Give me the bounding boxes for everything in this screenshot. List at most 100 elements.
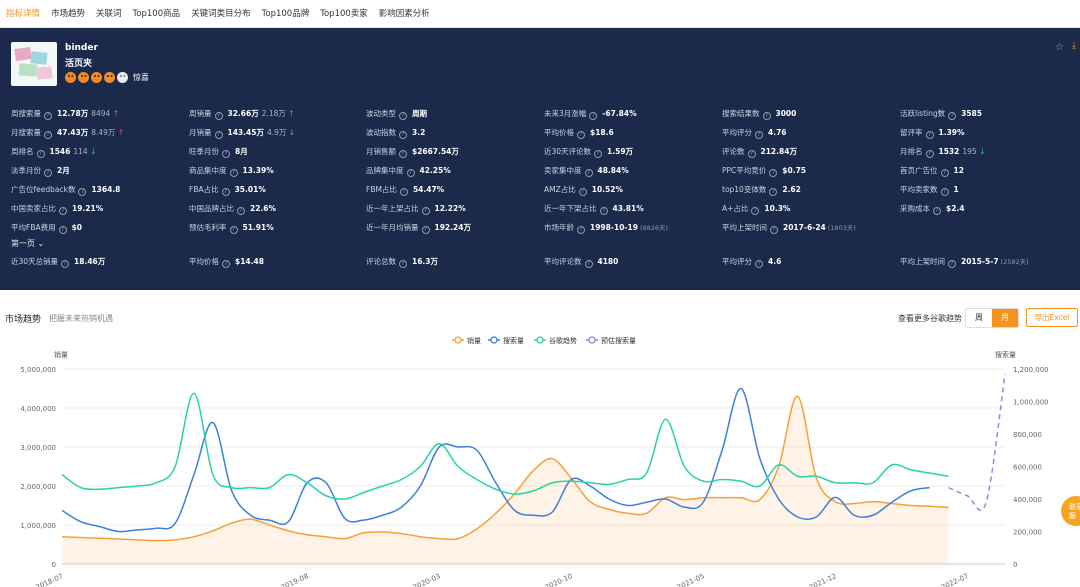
help-icon[interactable]: ? [214,131,223,139]
metric-value: $14.48 [235,257,264,266]
metric-note: (2582天) [1000,258,1029,266]
metric-row: 周排名? 1546 114 ↓ 旺季月份? 8月 月销售额? $2667.54万 近30天评论… [11,146,1071,165]
help-icon[interactable]: ? [78,188,87,196]
help-icon[interactable]: ? [577,131,585,139]
top-tab-bar: 指标详情 市场趋势 关联词 Top100商品 关键词类目分布 Top100品牌 Top100… [0,0,1080,28]
arrow-up-icon: ↑ [110,109,119,118]
series-line-3 [948,373,1006,511]
tab-7[interactable]: 影响因素分析 [378,8,430,19]
customer-service-float-button[interactable]: 联系客服 [1061,496,1080,526]
help-icon[interactable]: ? [44,169,52,177]
help-icon[interactable]: ? [222,150,230,158]
help-icon[interactable]: ? [399,188,408,196]
tab-4[interactable]: 关键词类目分布 [191,8,251,19]
help-icon[interactable]: ? [399,112,407,120]
metric-label: 月销售额 [366,147,396,156]
tab-2[interactable]: 关联词 [96,8,122,19]
help-icon[interactable]: ? [584,260,593,268]
help-icon[interactable]: ? [594,150,603,158]
help-icon[interactable]: ? [399,260,407,268]
metric-cell: 留评率? 1.39% [900,127,965,139]
help-icon[interactable]: ? [222,260,230,268]
metric-value: 4.6 [768,257,782,266]
x-tick-label: 2020-03 [412,572,442,587]
help-icon[interactable]: ? [948,112,957,120]
help-icon[interactable]: ? [44,112,52,120]
help-icon[interactable]: ? [755,260,763,268]
metric-value: 1532 [938,147,960,156]
metric-value: $0 [71,223,83,232]
help-icon[interactable]: ? [61,260,70,268]
help-icon[interactable]: ? [229,169,238,177]
tab-1[interactable]: 市场趋势 [51,8,86,19]
help-icon[interactable]: ? [584,169,593,177]
metric-cell: FBA占比? 35.01% [189,184,266,196]
export-excel-button[interactable]: 导出Excel [1026,308,1078,327]
metric-label: 周销量 [189,109,212,118]
legend-marker [490,336,498,344]
help-icon[interactable]: ? [421,226,430,234]
help-icon[interactable]: ? [399,150,407,158]
help-icon[interactable]: ? [940,169,949,177]
help-icon[interactable]: ? [58,226,67,234]
help-icon[interactable]: ? [599,207,608,215]
face-icon [65,72,76,83]
metric-value: 1.59万 [607,147,634,156]
tab-0[interactable]: 指标详情 [6,8,41,19]
help-icon[interactable]: ? [589,112,598,120]
google-trends-link[interactable]: 查看更多谷歌趋势 [898,314,962,323]
first-page-toggle[interactable]: 第一页 ⌄ [11,239,45,248]
metric-cell: 近一年月均销量? 192.24万 [366,222,471,234]
metric-cell: 卖家集中度? 48.84% [544,165,629,177]
help-icon[interactable]: ? [762,112,771,120]
help-icon[interactable]: ? [59,207,67,215]
metric-value: 12 [953,166,964,175]
metric-delta: 114 ↓ [73,147,97,156]
metric-note: (1803天) [827,224,856,232]
help-icon[interactable]: ? [578,188,587,196]
help-icon[interactable]: ? [421,207,430,215]
help-icon[interactable]: ? [214,112,223,120]
help-icon[interactable]: ? [747,150,756,158]
metric-label: 广告位feedback数 [11,185,76,194]
help-icon[interactable]: ? [755,131,763,139]
toggle-month[interactable]: 月 [992,309,1018,327]
y-right-axis-title: 搜索量 [995,350,1016,359]
help-icon[interactable]: ? [237,207,245,215]
tab-3[interactable]: Top100商品 [132,8,181,19]
help-icon[interactable]: ? [925,131,934,139]
help-icon[interactable]: ? [221,188,230,196]
metric-label: 周搜索量 [11,109,41,118]
arrow-down-icon: ↓ [87,147,97,156]
metric-cell: 近一年下架占比? 43.81% [544,203,644,215]
metric-cell: top10变体数? 2.62 [722,184,801,196]
help-icon[interactable]: ? [925,150,934,158]
help-icon[interactable]: ? [769,169,778,177]
help-icon[interactable]: ? [751,207,760,215]
download-icon[interactable]: ⤓ [1072,41,1076,51]
help-icon[interactable]: ? [933,207,941,215]
arrow-down-icon: ↓ [286,128,296,137]
help-icon[interactable]: ? [577,226,585,234]
help-icon[interactable]: ? [406,169,415,177]
metric-cell: 首页广告位? 12 [900,165,964,177]
toggle-week[interactable]: 周 [975,313,983,322]
help-icon[interactable]: ? [399,131,407,139]
help-icon[interactable]: ? [948,260,956,268]
tab-6[interactable]: Top100卖家 [320,8,368,19]
help-icon[interactable]: ? [769,188,778,196]
tab-5[interactable]: Top100品牌 [261,8,310,19]
help-icon[interactable]: ? [770,226,778,234]
help-icon[interactable]: ? [44,131,52,139]
metric-label: 周排名 [11,147,34,156]
metric-label: 月销量 [189,128,212,137]
favorite-star-icon[interactable]: ☆ [1055,42,1064,53]
help-icon[interactable]: ? [940,188,949,196]
metric-label: 中国品牌占比 [189,204,234,213]
metric-label: top10变体数 [722,185,767,194]
help-icon[interactable]: ? [229,226,238,234]
arrow-up-icon: ↑ [285,109,295,118]
help-icon[interactable]: ? [36,150,45,158]
metric-label: 旺季月份 [189,147,219,156]
metric-cell: AMZ占比? 10.52% [544,184,623,196]
